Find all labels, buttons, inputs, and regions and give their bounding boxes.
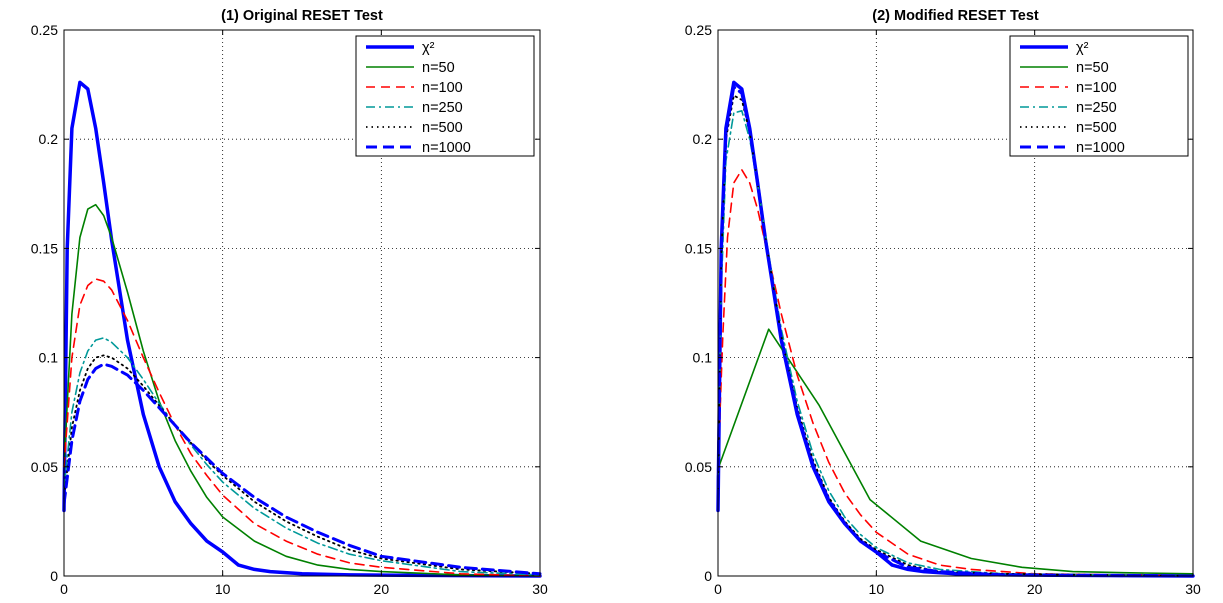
legend-label: n=100 [1076, 80, 1117, 96]
x-tick-label: 30 [1185, 581, 1201, 597]
axes-frame [717, 29, 1194, 577]
series-line-4 [63, 354, 541, 575]
chart-title: (2) Modified RESET Test [872, 8, 1039, 24]
series-line-1 [717, 328, 1194, 575]
legend-label: χ² [422, 40, 435, 56]
x-tick-label: 20 [1027, 581, 1043, 597]
series-line-2 [717, 169, 1194, 577]
legend-label: n=250 [422, 100, 463, 116]
y-tick-label: 0.2 [39, 131, 59, 147]
x-tick-label: 0 [714, 581, 722, 597]
chart-title: (1) Original RESET Test [221, 8, 383, 24]
y-tick-label: 0.15 [31, 240, 58, 256]
series-line-0 [62, 80, 542, 578]
series-line-1 [63, 203, 541, 577]
x-tick-label: 20 [374, 581, 390, 597]
series-line-5 [716, 85, 1195, 578]
legend-label: n=50 [422, 60, 455, 76]
legend-label: n=100 [422, 80, 463, 96]
axes-frame [63, 29, 541, 577]
x-tick-label: 10 [215, 581, 231, 597]
y-tick-label: 0.25 [31, 22, 58, 38]
legend-box [1009, 35, 1189, 157]
legend-label: n=1000 [422, 140, 471, 156]
x-tick-label: 30 [532, 581, 548, 597]
x-tick-label: 0 [60, 581, 68, 597]
y-tick-label: 0 [50, 568, 58, 584]
legend: χ² n=50 n=100 n=250 n=500 n=1000 [1009, 35, 1189, 157]
x-tick-label: 10 [869, 581, 885, 597]
y-tick-label: 0.15 [685, 240, 712, 256]
legend-label: n=250 [1076, 100, 1117, 116]
y-tick-label: 0.1 [39, 350, 59, 366]
y-tick-label: 0 [704, 568, 712, 584]
y-tick-label: 0.25 [685, 22, 712, 38]
legend-label: n=1000 [1076, 140, 1125, 156]
y-tick-label: 0.2 [693, 131, 713, 147]
y-tick-label: 0.05 [685, 459, 712, 475]
y-tick-label: 0.1 [693, 350, 713, 366]
y-tick-label: 0.05 [31, 459, 58, 475]
legend-label: n=500 [422, 120, 463, 136]
legend-label: n=50 [1076, 60, 1109, 76]
series-line-3 [717, 110, 1194, 577]
chart-panel-2: 0 10 20 30 0 0.05 0.1 0.15 0.2 0.25 (2) Modified R… [685, 8, 1201, 597]
chart-panel-1: 0 10 20 30 0 0.05 0.1 0.15 0.2 0.25 (1) Original R… [31, 8, 548, 597]
legend-label: n=500 [1076, 120, 1117, 136]
legend-label: χ² [1076, 40, 1089, 56]
legend-box [355, 35, 535, 157]
series-line-5 [62, 362, 542, 576]
legend: χ² n=50 n=100 n=250 n=500 n=1000 [355, 35, 535, 157]
